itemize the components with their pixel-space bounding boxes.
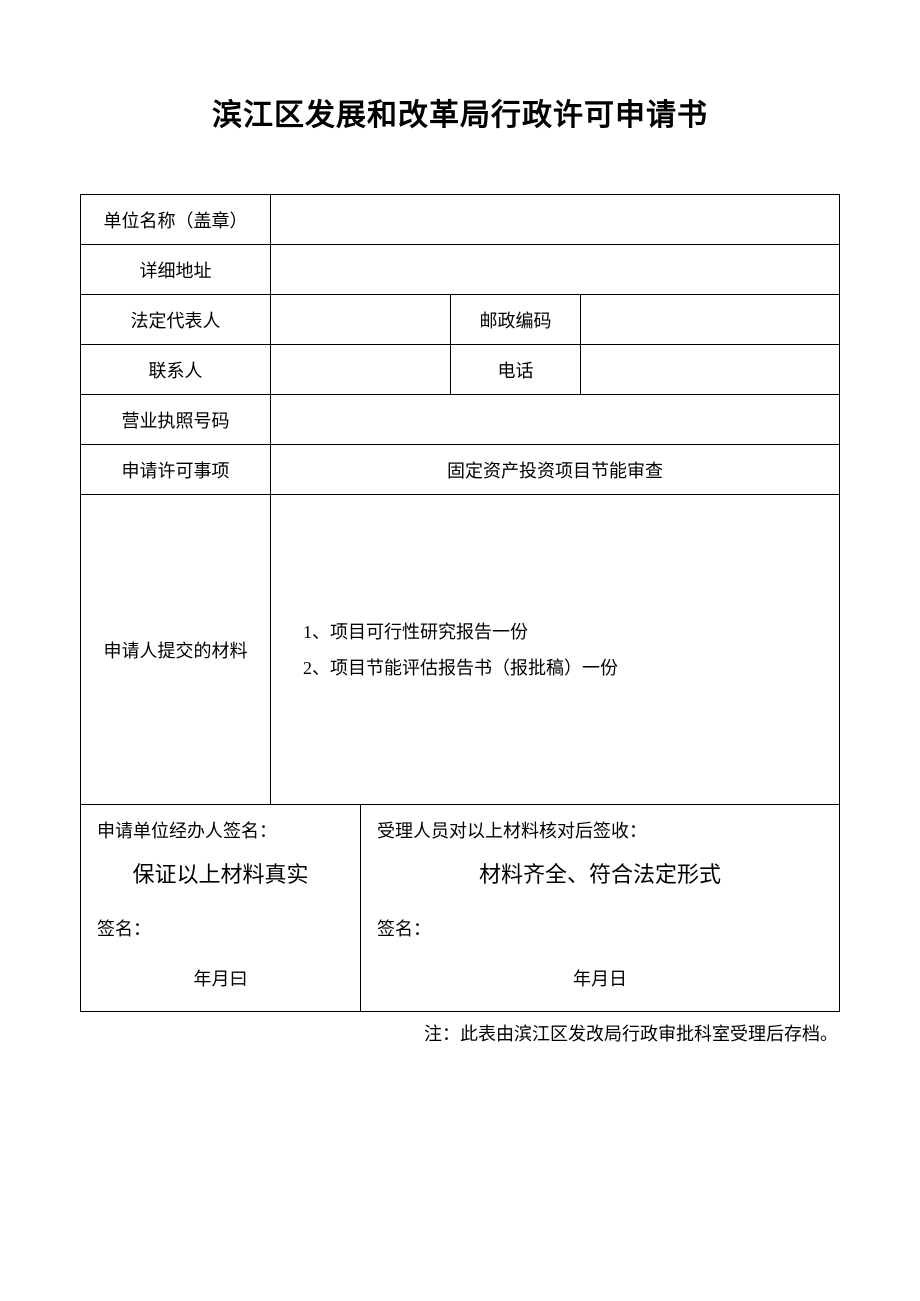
contact-value: [271, 345, 451, 395]
applicant-sign-header: 申请单位经办人签名：: [97, 817, 344, 843]
receiver-sign-label: 签名：: [377, 915, 823, 941]
table-row: 单位名称（盖章）: [81, 195, 840, 245]
unit-name-label: 单位名称（盖章）: [81, 195, 271, 245]
applicant-sign-label: 签名：: [97, 915, 344, 941]
receiver-signature-cell: 受理人员对以上材料核对后签收： 材料齐全、符合法定形式 签名： 年月日: [361, 805, 840, 1012]
license-label: 营业执照号码: [81, 395, 271, 445]
table-row: 联系人 电话: [81, 345, 840, 395]
materials-line-1: 1、项目可行性研究报告一份: [303, 614, 839, 650]
table-row: 申请许可事项 固定资产投资项目节能审查: [81, 445, 840, 495]
table-row: 申请人提交的材料 1、项目可行性研究报告一份 2、项目节能评估报告书（报批稿）一…: [81, 495, 840, 805]
receiver-date: 年月日: [377, 965, 823, 991]
table-row: 营业执照号码: [81, 395, 840, 445]
address-value: [271, 245, 840, 295]
table-row: 详细地址: [81, 245, 840, 295]
legal-rep-value: [271, 295, 451, 345]
permit-item-value: 固定资产投资项目节能审查: [271, 445, 840, 495]
unit-name-value: [271, 195, 840, 245]
applicant-date: 年月曰: [97, 965, 344, 991]
page-title: 滨江区发展和改革局行政许可申请书: [80, 90, 840, 134]
footnote: 注：此表由滨江区发改局行政审批科室受理后存档。: [80, 1020, 840, 1046]
phone-label: 电话: [451, 345, 581, 395]
applicant-declaration: 保证以上材料真实: [97, 857, 344, 889]
permit-item-label: 申请许可事项: [81, 445, 271, 495]
postal-label: 邮政编码: [451, 295, 581, 345]
applicant-signature-cell: 申请单位经办人签名： 保证以上材料真实 签名： 年月曰: [81, 805, 361, 1012]
address-label: 详细地址: [81, 245, 271, 295]
materials-value: 1、项目可行性研究报告一份 2、项目节能评估报告书（报批稿）一份: [271, 495, 840, 805]
table-row: 申请单位经办人签名： 保证以上材料真实 签名： 年月曰 受理人员对以上材料核对后…: [81, 805, 840, 1012]
legal-rep-label: 法定代表人: [81, 295, 271, 345]
receiver-sign-header: 受理人员对以上材料核对后签收：: [377, 817, 823, 843]
materials-line-2: 2、项目节能评估报告书（报批稿）一份: [303, 650, 839, 686]
table-row: 法定代表人 邮政编码: [81, 295, 840, 345]
application-form-table: 单位名称（盖章） 详细地址 法定代表人 邮政编码 联系人 电话 营业执照号码 申…: [80, 194, 840, 1012]
postal-value: [581, 295, 840, 345]
license-value: [271, 395, 840, 445]
receiver-declaration: 材料齐全、符合法定形式: [377, 857, 823, 889]
phone-value: [581, 345, 840, 395]
materials-label: 申请人提交的材料: [81, 495, 271, 805]
contact-label: 联系人: [81, 345, 271, 395]
